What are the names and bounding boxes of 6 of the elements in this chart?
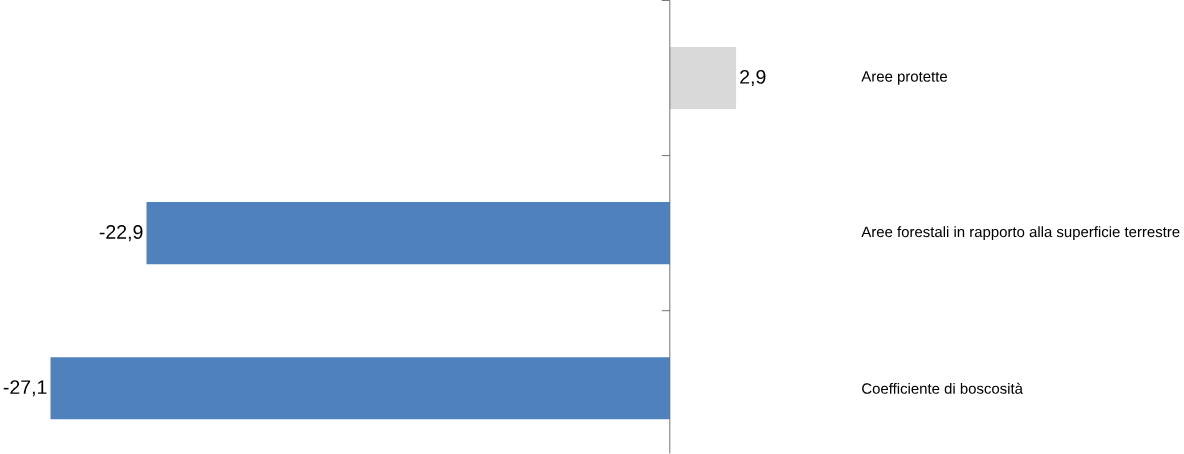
y-tick-label: Aree protette (861, 71, 948, 85)
y-tick-label: Coefficiente di boscosità (862, 382, 1023, 394)
data-label: -22,9 (99, 225, 143, 242)
data-label: -27,1 (3, 380, 47, 397)
data-label: 2,9 (740, 70, 766, 87)
y-tick-label: Aree forestali in rapporto alla superficie terrestre (861, 226, 1180, 241)
